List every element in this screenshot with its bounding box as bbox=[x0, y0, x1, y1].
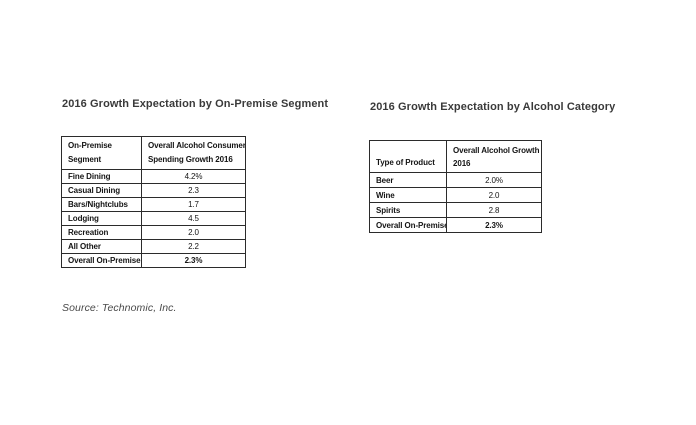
header-line: Segment bbox=[68, 155, 102, 164]
header-line: Spending Growth 2016 bbox=[148, 155, 233, 164]
growth-value-cell: 1.7 bbox=[141, 197, 246, 212]
segment-label-cell: Overall On-Premise bbox=[61, 253, 142, 268]
growth-value-cell: 2.3% bbox=[141, 253, 246, 268]
growth-value-cell: 2.0% bbox=[446, 172, 542, 188]
table-row: Casual Dining 2.3 bbox=[61, 183, 246, 198]
product-label-cell: Wine bbox=[369, 187, 447, 203]
header-line: Overall Alcohol Consumer bbox=[148, 141, 246, 150]
on-premise-segment-table: On-Premise Segment Overall Alcohol Consu… bbox=[61, 136, 246, 268]
header-line: Overall Alcohol Growth bbox=[453, 145, 540, 155]
segment-label-cell: Casual Dining bbox=[61, 183, 142, 198]
product-label-cell: Beer bbox=[369, 172, 447, 188]
growth-value-cell: 4.5 bbox=[141, 211, 246, 226]
table-header-row: Type of Product Overall Alcohol Growth 2… bbox=[369, 140, 542, 173]
growth-column-header: Overall Alcohol Growth 2016 bbox=[446, 140, 542, 173]
segment-label-cell: Recreation bbox=[61, 225, 142, 240]
growth-value-cell: 2.0 bbox=[446, 187, 542, 203]
table-row: Wine 2.0 bbox=[369, 187, 542, 203]
segment-label-cell: Lodging bbox=[61, 211, 142, 226]
product-label-cell: Spirits bbox=[369, 202, 447, 218]
segment-label-cell: Bars/Nightclubs bbox=[61, 197, 142, 212]
table-header-row: On-Premise Segment Overall Alcohol Consu… bbox=[61, 136, 246, 170]
growth-value-cell: 2.0 bbox=[141, 225, 246, 240]
header-line: 2016 bbox=[453, 158, 471, 168]
growth-value-cell: 2.3 bbox=[141, 183, 246, 198]
growth-value-cell: 2.8 bbox=[446, 202, 542, 218]
header-line: On-Premise bbox=[68, 141, 112, 150]
growth-value-cell: 2.2 bbox=[141, 239, 246, 254]
table-total-row: Overall On-Premise 2.3% bbox=[61, 253, 246, 268]
alcohol-category-table: Type of Product Overall Alcohol Growth 2… bbox=[369, 140, 542, 233]
left-figure-title: 2016 Growth Expectation by On-Premise Se… bbox=[62, 98, 329, 110]
table-total-row: Overall On-Premise 2.3% bbox=[369, 217, 542, 233]
source-attribution: Source: Technomic, Inc. bbox=[62, 302, 177, 314]
table-row: Recreation 2.0 bbox=[61, 225, 246, 240]
table-row: Fine Dining 4.2% bbox=[61, 169, 246, 184]
growth-value-cell: 2.3% bbox=[446, 217, 542, 233]
growth-column-header: Overall Alcohol Consumer Spending Growth… bbox=[141, 136, 246, 170]
right-figure-title: 2016 Growth Expectation by Alcohol Categ… bbox=[370, 101, 616, 113]
segment-label-cell: Fine Dining bbox=[61, 169, 142, 184]
product-label-cell: Overall On-Premise bbox=[369, 217, 447, 233]
product-column-header: Type of Product bbox=[369, 140, 447, 173]
segment-label-cell: All Other bbox=[61, 239, 142, 254]
table-row: All Other 2.2 bbox=[61, 239, 246, 254]
header-line: Type of Product bbox=[376, 158, 435, 167]
table-row: Beer 2.0% bbox=[369, 172, 542, 188]
table-row: Lodging 4.5 bbox=[61, 211, 246, 226]
table-row: Spirits 2.8 bbox=[369, 202, 542, 218]
segment-column-header: On-Premise Segment bbox=[61, 136, 142, 170]
growth-value-cell: 4.2% bbox=[141, 169, 246, 184]
table-row: Bars/Nightclubs 1.7 bbox=[61, 197, 246, 212]
